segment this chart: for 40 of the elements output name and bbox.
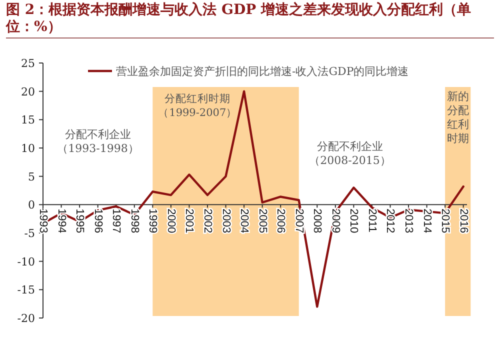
band-label: 新的分配红利时期 xyxy=(446,90,470,146)
x-tick-label: 2004 xyxy=(238,208,250,234)
y-tick-label: -15 xyxy=(17,284,35,297)
x-tick-label: 2013 xyxy=(402,208,415,234)
annotation: 分配不利企业（2008-2015） xyxy=(308,140,392,168)
x-tick-label: 2008 xyxy=(311,208,324,234)
x-tick-label: 1997 xyxy=(110,208,122,234)
x-tick-label: 2015 xyxy=(439,208,452,234)
x-tick-label: 2002 xyxy=(201,208,214,234)
x-tick-label: 2000 xyxy=(164,208,177,234)
y-tick-label: -5 xyxy=(24,227,35,240)
x-tick-label: 2014 xyxy=(420,208,433,234)
y-tick-label: 15 xyxy=(21,114,35,127)
y-tick-label: 10 xyxy=(21,142,35,155)
y-tick-label: 25 xyxy=(21,57,35,70)
y-tick-label: 0 xyxy=(28,198,35,212)
legend-label: 营业盈余加固定资产折旧的同比增速-收入法GDP的同比增速 xyxy=(116,65,409,78)
x-tick-label: 1994 xyxy=(55,208,68,234)
x-tick-label: 2001 xyxy=(183,208,196,234)
x-tick-label: 1996 xyxy=(92,208,104,234)
x-tick-label: 1999 xyxy=(146,208,159,234)
band-label: 分配红利时期（1999-2007） xyxy=(157,92,238,120)
chart-title: 图 2：根据资本报酬增速与收入法 GDP 增速之差来发现收入分配红利（单位：%） xyxy=(6,2,472,36)
y-tick-label: -10 xyxy=(17,255,35,268)
y-tick-label: 5 xyxy=(28,170,35,184)
x-tick-label: 2005 xyxy=(256,208,268,234)
x-tick-label: 2007 xyxy=(292,208,305,234)
x-tick-label: 2011 xyxy=(366,208,378,232)
x-tick-label: 2009 xyxy=(329,208,342,234)
y-tick-label: -20 xyxy=(17,312,35,325)
x-tick-label: 1998 xyxy=(128,208,140,234)
x-tick-label: 2003 xyxy=(220,208,232,234)
x-tick-label: 1993 xyxy=(37,208,49,234)
x-tick-label: 2010 xyxy=(348,208,360,234)
x-tick-label: 1995 xyxy=(74,208,86,234)
x-tick-label: 2006 xyxy=(274,208,287,234)
x-tick-label: 2016 xyxy=(457,208,470,234)
y-tick-label: 20 xyxy=(21,85,35,98)
annotation: 分配不利企业（1993-1998） xyxy=(56,128,140,156)
x-tick-label: 2012 xyxy=(384,208,396,234)
